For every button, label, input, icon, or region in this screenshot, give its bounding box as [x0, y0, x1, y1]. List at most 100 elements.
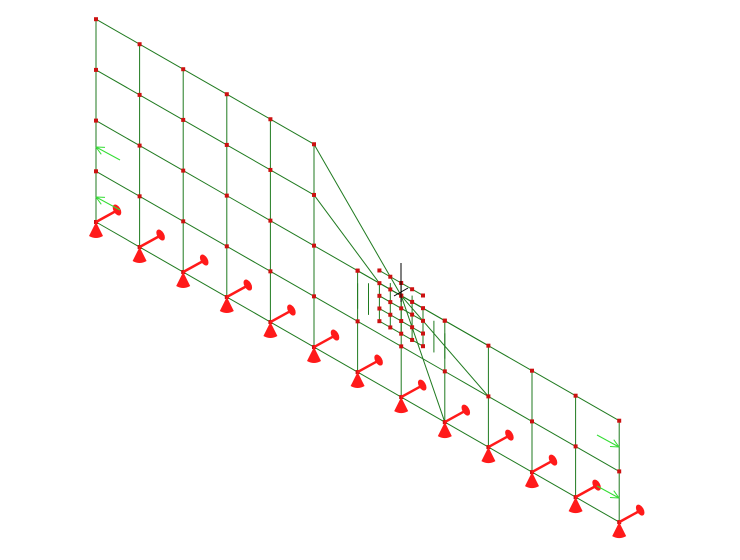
mesh-edge	[95, 69, 140, 96]
mesh-edge	[182, 170, 228, 197]
mesh-node	[377, 268, 382, 273]
mesh-edge	[488, 395, 533, 422]
mesh-node	[410, 299, 415, 304]
mesh-edge	[531, 420, 576, 447]
mesh-node	[442, 369, 447, 374]
mesh-node	[377, 306, 382, 311]
mesh-node	[181, 168, 186, 173]
mesh-node	[388, 312, 393, 317]
mesh-node	[94, 118, 98, 123]
support-head	[635, 504, 645, 516]
support-head	[287, 304, 296, 316]
mesh-edge	[444, 370, 489, 397]
mesh-node	[355, 268, 360, 273]
mesh-edge	[226, 296, 271, 323]
mesh-node	[530, 419, 534, 424]
mesh-edge	[313, 346, 358, 373]
mesh-node	[312, 294, 316, 299]
mesh-edge	[226, 144, 271, 171]
mesh-node	[268, 269, 273, 274]
mesh-node	[388, 325, 393, 330]
mesh-node	[421, 344, 425, 349]
mesh-node	[410, 325, 415, 330]
mesh-node	[486, 394, 491, 399]
mesh-node	[312, 192, 316, 197]
mesh-node	[399, 306, 404, 311]
load-arrow	[95, 196, 121, 211]
support-rod	[487, 434, 510, 449]
mesh-node	[399, 331, 404, 336]
crosshair-line	[393, 287, 409, 297]
support-cone	[394, 397, 409, 414]
mesh-edge	[313, 295, 358, 322]
mesh-node	[617, 418, 622, 423]
support-cone	[350, 372, 365, 389]
mesh-edge	[226, 195, 271, 222]
support-head	[156, 229, 165, 241]
support-cone	[263, 322, 278, 339]
mesh-edge	[313, 143, 402, 296]
crosshair	[393, 263, 409, 302]
mesh-edge	[444, 421, 489, 448]
support-cone	[307, 347, 321, 364]
support-rod	[313, 334, 335, 349]
support-cone	[612, 522, 627, 539]
mesh-edge	[575, 496, 620, 523]
load-arrow-head	[95, 196, 102, 205]
mesh-edge	[139, 43, 184, 70]
mesh-edge	[270, 270, 315, 297]
mesh-node	[530, 368, 534, 373]
mesh-edge	[270, 220, 315, 247]
mesh-edge	[95, 120, 140, 147]
mesh-edge	[313, 194, 380, 284]
mesh-edge	[226, 245, 271, 272]
mesh-node	[421, 331, 425, 336]
mesh-node	[137, 92, 142, 97]
support-rod	[269, 309, 292, 324]
mesh-node	[224, 142, 229, 147]
mesh-node	[573, 444, 578, 449]
mesh-edge	[488, 446, 533, 473]
mesh-node	[312, 142, 316, 147]
mesh-edge	[270, 169, 315, 196]
mesh-node	[486, 343, 491, 348]
mesh-node	[617, 469, 622, 474]
support-rod	[618, 510, 640, 524]
support-rod	[226, 284, 248, 299]
mesh-node	[377, 281, 382, 286]
support-cone	[525, 472, 539, 489]
mesh-node	[137, 143, 142, 148]
mesh-edge	[270, 118, 315, 145]
mesh-node	[388, 300, 393, 305]
mesh-node	[355, 319, 360, 324]
load-arrows	[95, 146, 620, 499]
mesh-edge	[531, 471, 576, 498]
mesh-node	[137, 42, 142, 47]
mesh-node	[224, 92, 229, 97]
mesh-node	[410, 337, 415, 342]
mesh-edge	[182, 220, 228, 247]
support-head	[330, 329, 340, 341]
support-head	[548, 454, 558, 466]
mesh-edge	[182, 119, 228, 146]
support-head	[461, 404, 471, 416]
mesh-edge	[139, 246, 184, 273]
load-arrow-head	[95, 146, 102, 155]
support-rod	[400, 384, 422, 399]
support-head	[243, 279, 253, 291]
mesh-edge	[357, 371, 402, 398]
support-rod	[531, 459, 553, 474]
support-rod	[574, 485, 597, 499]
mesh-node	[410, 287, 415, 292]
mesh-node	[399, 319, 404, 324]
mesh-node	[421, 306, 425, 311]
load-arrow-head	[613, 439, 620, 448]
mesh-node	[181, 67, 186, 72]
mesh-node	[224, 193, 229, 198]
supports	[89, 204, 645, 539]
mesh-node	[573, 393, 578, 398]
mesh-node	[94, 169, 98, 174]
mesh-edge	[182, 271, 228, 298]
